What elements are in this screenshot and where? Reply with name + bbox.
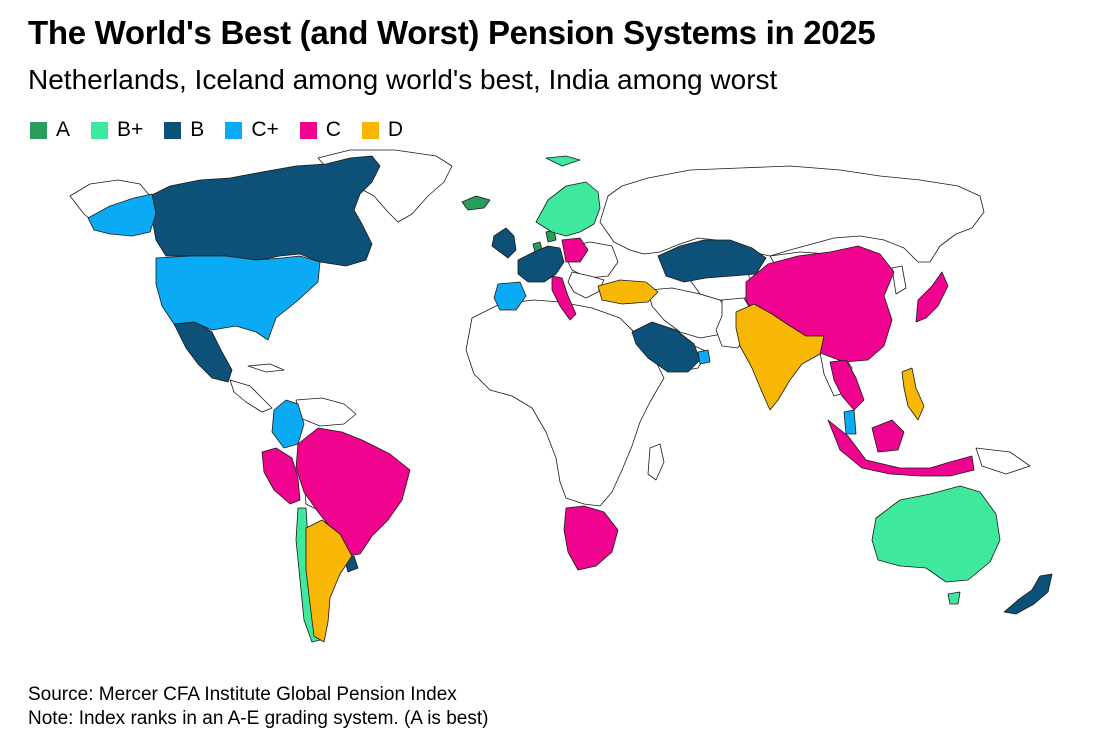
country-turkey xyxy=(597,279,659,305)
country-poland xyxy=(561,237,589,263)
land-central-america xyxy=(229,379,273,413)
country-mexico xyxy=(173,321,233,383)
legend-item-b: B xyxy=(164,118,204,142)
country-thailand xyxy=(829,359,865,411)
country-peru xyxy=(261,447,301,505)
chart-subtitle: Netherlands, Iceland among world's best,… xyxy=(28,64,778,95)
land-balkans xyxy=(567,271,605,299)
country-united-states xyxy=(155,255,321,341)
country-brazil xyxy=(295,427,411,557)
country-india xyxy=(735,303,825,411)
land-korea xyxy=(891,265,907,295)
legend-item-b-plus: B+ xyxy=(91,118,143,142)
legend-swatch-b xyxy=(164,121,182,139)
legend-label-c: C xyxy=(325,118,341,141)
footer: Source: Mercer CFA Institute Global Pens… xyxy=(28,683,488,731)
country-france-germany xyxy=(517,245,565,283)
legend-label-b: B xyxy=(190,118,205,141)
legend-label-b-plus: B+ xyxy=(117,118,144,141)
legend-label-d: D xyxy=(387,118,404,141)
country-uk-ireland xyxy=(491,227,517,259)
world-map xyxy=(69,149,1053,643)
country-malaysia xyxy=(843,409,857,435)
country-australia xyxy=(871,485,1001,583)
country-canada xyxy=(149,155,381,267)
country-colombia xyxy=(271,399,305,449)
legend-item-d: D xyxy=(361,118,404,142)
country-south-africa xyxy=(563,505,619,571)
country-borneo xyxy=(871,419,905,453)
legend-label-a: A xyxy=(56,118,71,141)
land-png xyxy=(975,447,1031,475)
country-saudi-arabia xyxy=(631,321,701,373)
legend-swatch-c-plus xyxy=(225,121,243,139)
grading-note: Note: Index ranks in an A-E grading syst… xyxy=(28,708,489,729)
legend-swatch-a xyxy=(30,121,47,139)
chart-title: The World's Best (and Worst) Pension Sys… xyxy=(28,14,876,51)
land-madagascar xyxy=(647,443,665,481)
land-africa xyxy=(465,299,665,507)
graded-countries xyxy=(87,155,1053,643)
land-russia xyxy=(599,165,985,263)
country-alaska xyxy=(87,193,157,237)
legend-swatch-b-plus xyxy=(91,121,109,139)
land-caribbean xyxy=(247,363,285,373)
legend-swatch-d xyxy=(361,121,379,139)
country-indonesia xyxy=(827,419,975,477)
country-philippines xyxy=(901,367,925,421)
legend-swatch-c xyxy=(299,121,317,139)
legend-label-c-plus: C+ xyxy=(251,118,279,141)
legend: A B+ B C+ C D xyxy=(30,118,424,142)
legend-item-a: A xyxy=(30,118,70,142)
country-italy xyxy=(551,275,577,321)
country-tasmania xyxy=(947,591,961,605)
country-kazakhstan xyxy=(657,239,767,283)
source-note: Source: Mercer CFA Institute Global Pens… xyxy=(28,684,457,705)
country-norway-sweden-finland xyxy=(535,181,601,237)
country-japan xyxy=(915,271,949,323)
legend-item-c: C xyxy=(299,118,341,142)
country-new-zealand xyxy=(1003,573,1053,615)
country-argentina xyxy=(305,519,353,643)
country-spain xyxy=(493,281,527,311)
country-uae xyxy=(697,349,711,365)
country-svalbard xyxy=(545,155,581,167)
country-iceland xyxy=(461,195,491,211)
legend-item-c-plus: C+ xyxy=(225,118,279,142)
land-venezuela-guianas xyxy=(295,397,357,427)
